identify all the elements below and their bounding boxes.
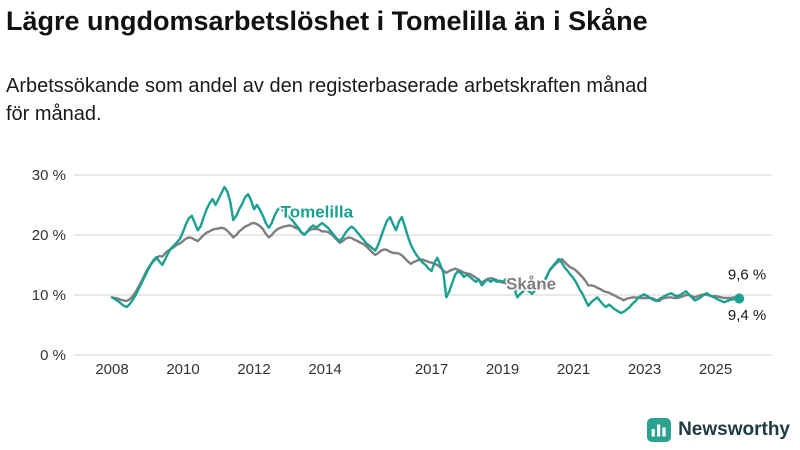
svg-text:20 %: 20 % bbox=[32, 227, 66, 244]
svg-text:Tomelilla: Tomelilla bbox=[281, 203, 354, 222]
svg-text:30 %: 30 % bbox=[32, 167, 66, 184]
svg-text:2025: 2025 bbox=[699, 361, 732, 378]
chart-title: Lägre ungdomsarbetslöshet i Tomelilla än… bbox=[6, 6, 648, 36]
chart-subtitle-line-1: Arbetssökande som andel av den registerb… bbox=[6, 75, 648, 97]
svg-text:2012: 2012 bbox=[237, 361, 270, 378]
svg-text:0 %: 0 % bbox=[40, 347, 66, 364]
svg-text:2021: 2021 bbox=[557, 361, 590, 378]
svg-text:2014: 2014 bbox=[308, 361, 341, 378]
svg-text:2010: 2010 bbox=[166, 361, 199, 378]
newsworthy-logo-icon bbox=[647, 418, 672, 442]
newsworthy-logo-text: Newsworthy bbox=[678, 419, 790, 440]
chart-subtitle: Arbetssökande som andel av den registerb… bbox=[6, 72, 648, 128]
svg-text:2017: 2017 bbox=[415, 361, 448, 378]
svg-text:2023: 2023 bbox=[628, 361, 661, 378]
svg-text:Skåne: Skåne bbox=[506, 275, 556, 294]
svg-text:2008: 2008 bbox=[95, 361, 128, 378]
svg-text:2019: 2019 bbox=[486, 361, 519, 378]
svg-text:9,6 %: 9,6 % bbox=[728, 266, 766, 283]
svg-text:10 %: 10 % bbox=[32, 287, 66, 304]
chart-subtitle-line-2: för månad. bbox=[6, 103, 102, 125]
line-chart: 0 % 10 % 20 % 30 % 2008 2010 2012 2014 2017 2019 2… bbox=[32, 167, 772, 378]
newsworthy-logo: Newsworthy bbox=[647, 418, 790, 442]
svg-text:9,4 %: 9,4 % bbox=[728, 307, 766, 324]
